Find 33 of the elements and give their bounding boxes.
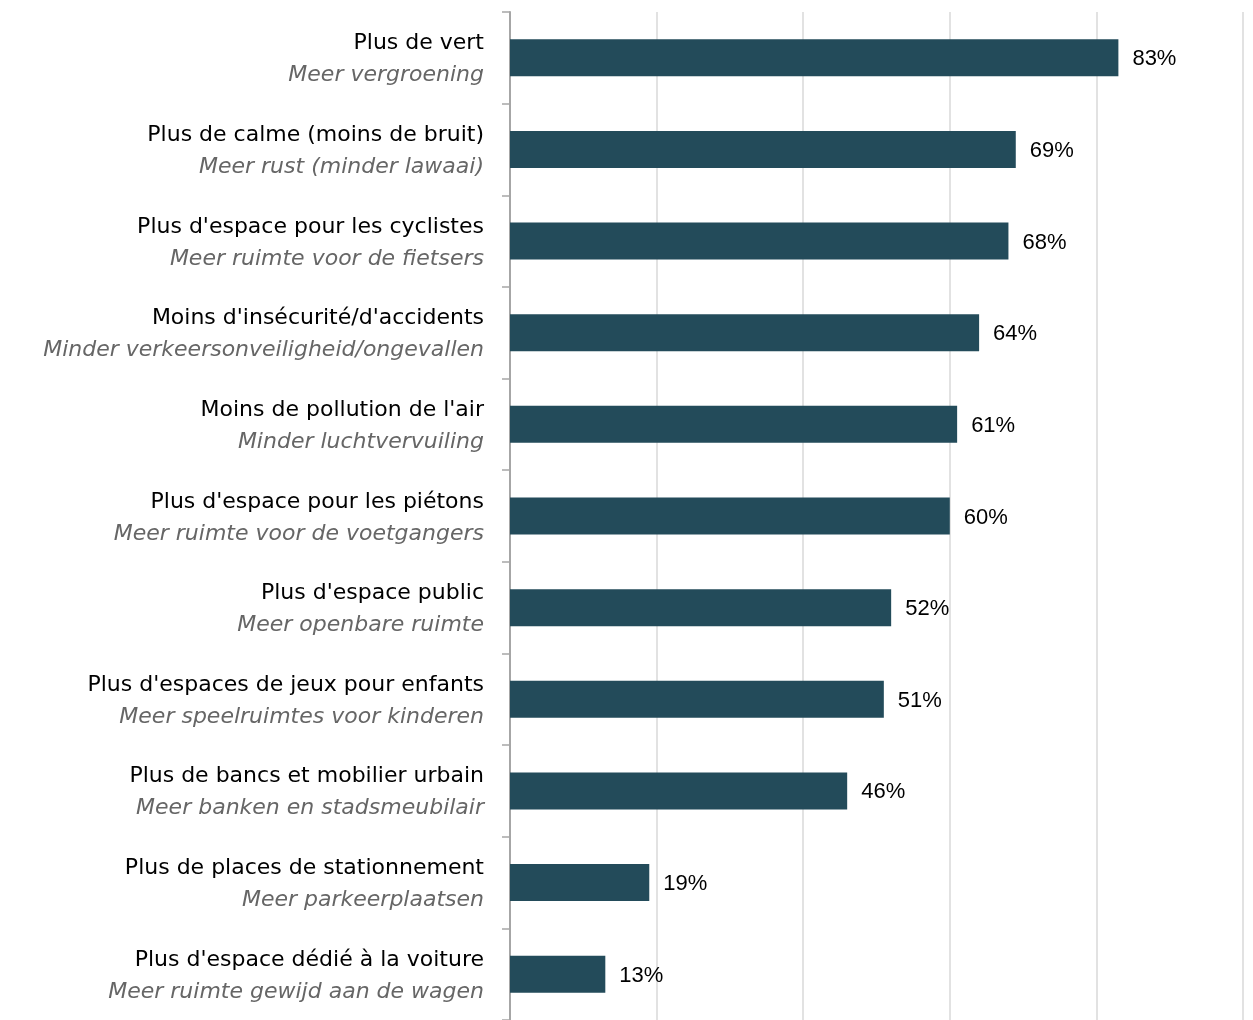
data-label: 64% <box>993 320 1038 346</box>
bar <box>510 39 1119 77</box>
data-label: 46% <box>861 778 906 804</box>
bar <box>510 589 892 627</box>
data-label: 52% <box>905 595 950 621</box>
data-label: 68% <box>1022 228 1067 254</box>
bar <box>510 222 1009 260</box>
data-label: 61% <box>971 411 1016 437</box>
y-tick-label: Plus de calme (moins de bruit) Meer rust (minder lawaai) <box>147 120 484 178</box>
data-label: 69% <box>1029 136 1074 162</box>
y-tick-label: Plus de bancs et mobilier urbain Meer banken en stadsmeubilair <box>129 762 486 820</box>
y-tick-label: Plus de vert Meer vergroening <box>288 29 485 87</box>
y-tick-label: Plus d'espaces de jeux pour enfants Meer speelruimtes voor kinderen <box>87 670 484 728</box>
bar <box>510 314 980 352</box>
data-label: 60% <box>963 503 1008 529</box>
bar <box>510 130 1016 168</box>
y-tick-label: Plus de places de stationnement Meer parkeerplaatsen <box>124 854 485 912</box>
bar <box>510 405 958 443</box>
y-tick-label: Plus d'espace dédié à la voiture Meer ruimte gewijd aan de wagen <box>108 945 484 1003</box>
data-label: 19% <box>663 870 708 896</box>
bar <box>510 680 884 718</box>
y-tick-label: Plus d'espace pour les cyclistes Meer ruimte voor de fietsers <box>137 212 484 270</box>
bar <box>510 772 848 810</box>
y-tick-label: Plus d'espace pour les piétons Meer ruimte voor de voetgangers <box>113 487 484 545</box>
bar <box>510 955 606 993</box>
y-tick-label: Moins d'insécurité/d'accidents Minder verkeersonveiligheid/ongevallen <box>43 304 484 362</box>
bar <box>510 864 650 902</box>
y-tick-label: Moins de pollution de l'air Minder luchtvervuiling <box>200 395 485 453</box>
bar <box>510 497 950 535</box>
data-label: 13% <box>619 961 664 987</box>
y-tick-label: Plus d'espace public Meer openbare ruimte <box>237 579 484 637</box>
data-label: 51% <box>897 686 942 712</box>
data-label: 83% <box>1132 45 1177 71</box>
